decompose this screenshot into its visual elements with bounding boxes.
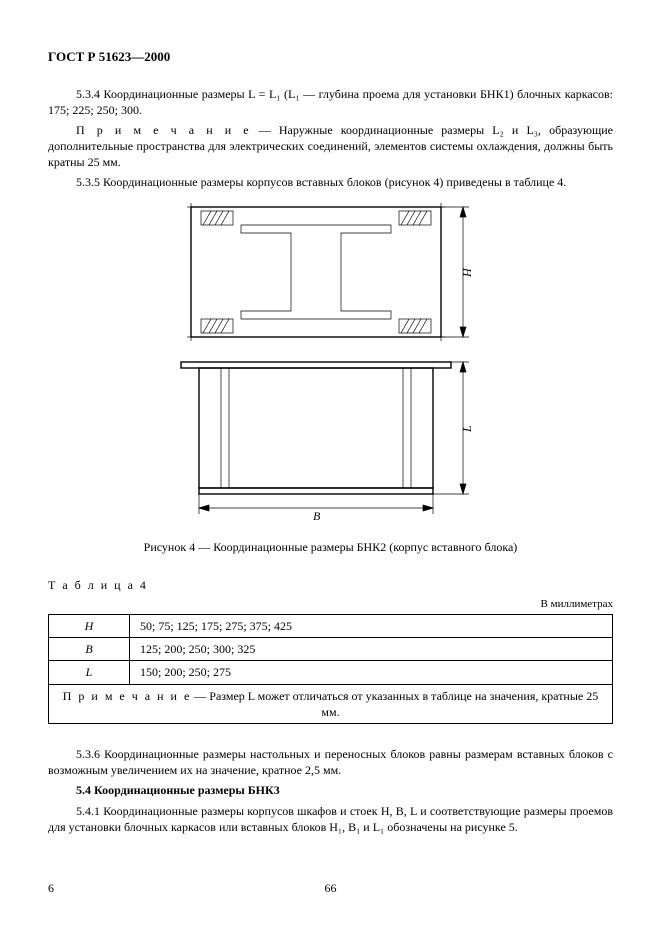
dim-L-label: L	[460, 425, 474, 433]
figure-4-caption: Рисунок 4 — Координационные размеры БНК2…	[48, 539, 613, 555]
para-5-3-4: 5.3.4 Координационные размеры L = L₁ (L₁…	[48, 86, 613, 118]
page-number-center: 66	[0, 881, 661, 896]
para-5-3-6: 5.3.6 Координационные размеры настольных…	[48, 746, 613, 778]
table-4-label: Т а б л и ц а 4	[48, 577, 613, 593]
table-cell-vals: 125; 200; 250; 300; 325	[130, 638, 613, 661]
table-row: H 50; 75; 125; 175; 275; 375; 425	[49, 615, 613, 638]
section-5-4-title: 5.4 Координационные размеры БНК3	[48, 782, 613, 798]
table-4: H 50; 75; 125; 175; 275; 375; 425 B 125;…	[48, 614, 613, 724]
table-row: B 125; 200; 250; 300; 325	[49, 638, 613, 661]
para-5-4-1: 5.4.1 Координационные размеры корпусов ш…	[48, 803, 613, 835]
doc-header: ГОСТ Р 51623—2000	[48, 48, 613, 66]
table-cell-vals: 50; 75; 125; 175; 275; 375; 425	[130, 615, 613, 638]
table-row: L 150; 200; 250; 275	[49, 661, 613, 684]
dim-H-label: H	[460, 267, 474, 278]
table-4-unit: В миллиметрах	[48, 597, 613, 612]
note-5-3-4: П р и м е ч а н и е — Наружные координац…	[48, 122, 613, 171]
table-cell-sym: H	[49, 615, 130, 638]
note-label: П р и м е ч а н и е	[76, 123, 251, 137]
table-cell-sym: L	[49, 661, 130, 684]
table-note-label: П р и м е ч а н и е	[63, 689, 192, 703]
table-note-text: — Размер L может отличаться от указанных…	[191, 689, 598, 719]
figure-4: H	[48, 197, 613, 531]
table-cell-sym: B	[49, 638, 130, 661]
dim-B-label: В	[313, 509, 321, 523]
para-5-3-5: 5.3.5 Координационные размеры корпусов в…	[48, 174, 613, 190]
table-cell-vals: 150; 200; 250; 275	[130, 661, 613, 684]
table-row-note: П р и м е ч а н и е — Размер L может отл…	[49, 684, 613, 723]
